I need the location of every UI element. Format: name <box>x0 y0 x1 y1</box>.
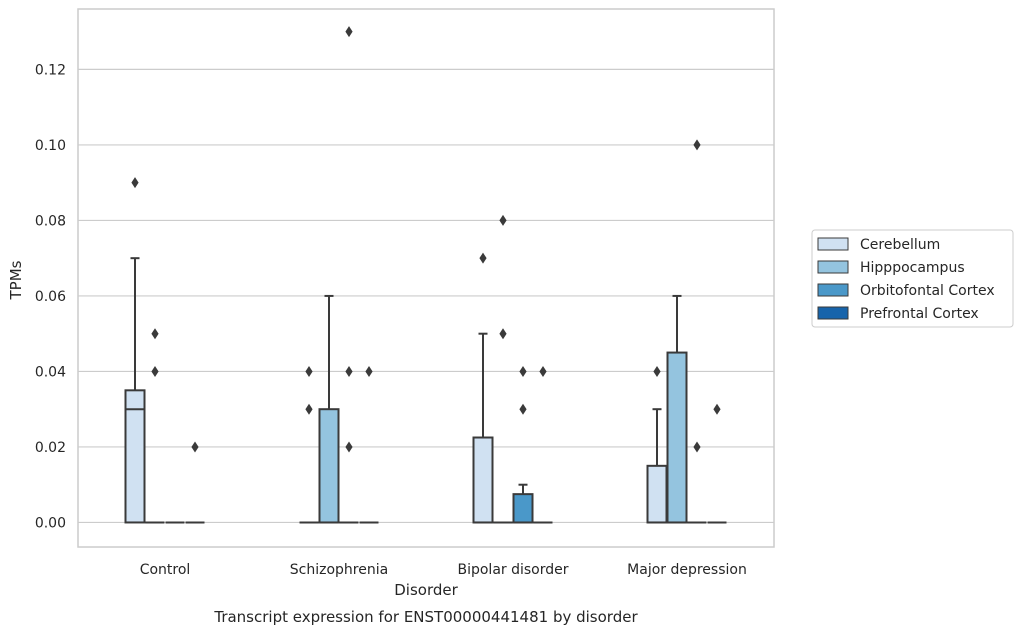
outlier-point <box>365 365 373 377</box>
outlier-point <box>305 365 313 377</box>
y-tick-label: 0.10 <box>35 138 66 154</box>
box-iqr <box>472 436 494 524</box>
outlier-point <box>305 403 313 415</box>
legend-swatch <box>817 306 849 320</box>
outlier-point <box>539 365 547 377</box>
outlier-point <box>693 139 701 151</box>
y-tick-label: 0.00 <box>35 515 66 531</box>
legend-label: Prefrontal Cortex <box>860 306 979 322</box>
plot-area-frame <box>77 8 775 548</box>
box-cerebellum <box>472 332 494 524</box>
box-iqr <box>124 389 146 524</box>
legend-label: Orbitofontal Cortex <box>860 283 995 299</box>
outlier-point <box>499 214 507 226</box>
legend-label: Cerebellum <box>860 237 940 253</box>
ticks-layer: 0.00 0.02 0.04 0.06 0.08 0.10 0.12 Control Schiz… <box>35 62 747 578</box>
box-hipppocampus <box>666 294 688 524</box>
chart-caption: Transcript expression for ENST0000044148… <box>213 608 638 626</box>
box-iqr <box>512 493 534 524</box>
box-cerebellum <box>646 408 668 524</box>
x-axis-label: Disorder <box>394 581 458 599</box>
boxes-layer <box>124 257 727 524</box>
box-cerebellum <box>124 257 146 524</box>
y-tick-label: 0.12 <box>35 62 66 78</box>
outlier-point <box>479 252 487 264</box>
outlier-point <box>345 441 353 453</box>
outlier-point <box>653 365 661 377</box>
outliers-layer <box>131 26 721 453</box>
legend-swatch <box>817 260 849 274</box>
box-iqr <box>646 464 668 524</box>
x-tick-label: Bipolar disorder <box>457 562 568 578</box>
y-tick-label: 0.06 <box>35 289 66 305</box>
outlier-point <box>519 365 527 377</box>
outlier-point <box>345 26 353 38</box>
outlier-point <box>131 177 139 189</box>
outlier-point <box>693 441 701 453</box>
box-iqr <box>666 351 688 524</box>
outlier-point <box>191 441 199 453</box>
outlier-point <box>151 328 159 340</box>
outlier-point <box>713 403 721 415</box>
box-iqr <box>318 408 340 524</box>
outlier-point <box>151 365 159 377</box>
legend: Cerebellum Hipppocampus Orbitofontal Corte… <box>811 229 1014 328</box>
x-tick-label: Major depression <box>627 562 747 578</box>
legend-frame <box>811 229 1014 328</box>
y-tick-label: 0.02 <box>35 440 66 456</box>
legend-swatch <box>817 237 849 251</box>
outlier-point <box>519 403 527 415</box>
x-tick-label: Control <box>140 562 191 578</box>
box-orbitofontal-cortex <box>512 483 534 524</box>
y-tick-label: 0.08 <box>35 213 66 229</box>
legend-label: Hipppocampus <box>860 260 965 276</box>
box-hipppocampus <box>318 294 340 524</box>
x-tick-label: Schizophrenia <box>290 562 388 578</box>
y-axis-label: TPMs <box>7 260 25 300</box>
outlier-point <box>499 328 507 340</box>
outlier-point <box>345 365 353 377</box>
y-tick-label: 0.04 <box>35 364 66 380</box>
legend-swatch <box>817 283 849 297</box>
